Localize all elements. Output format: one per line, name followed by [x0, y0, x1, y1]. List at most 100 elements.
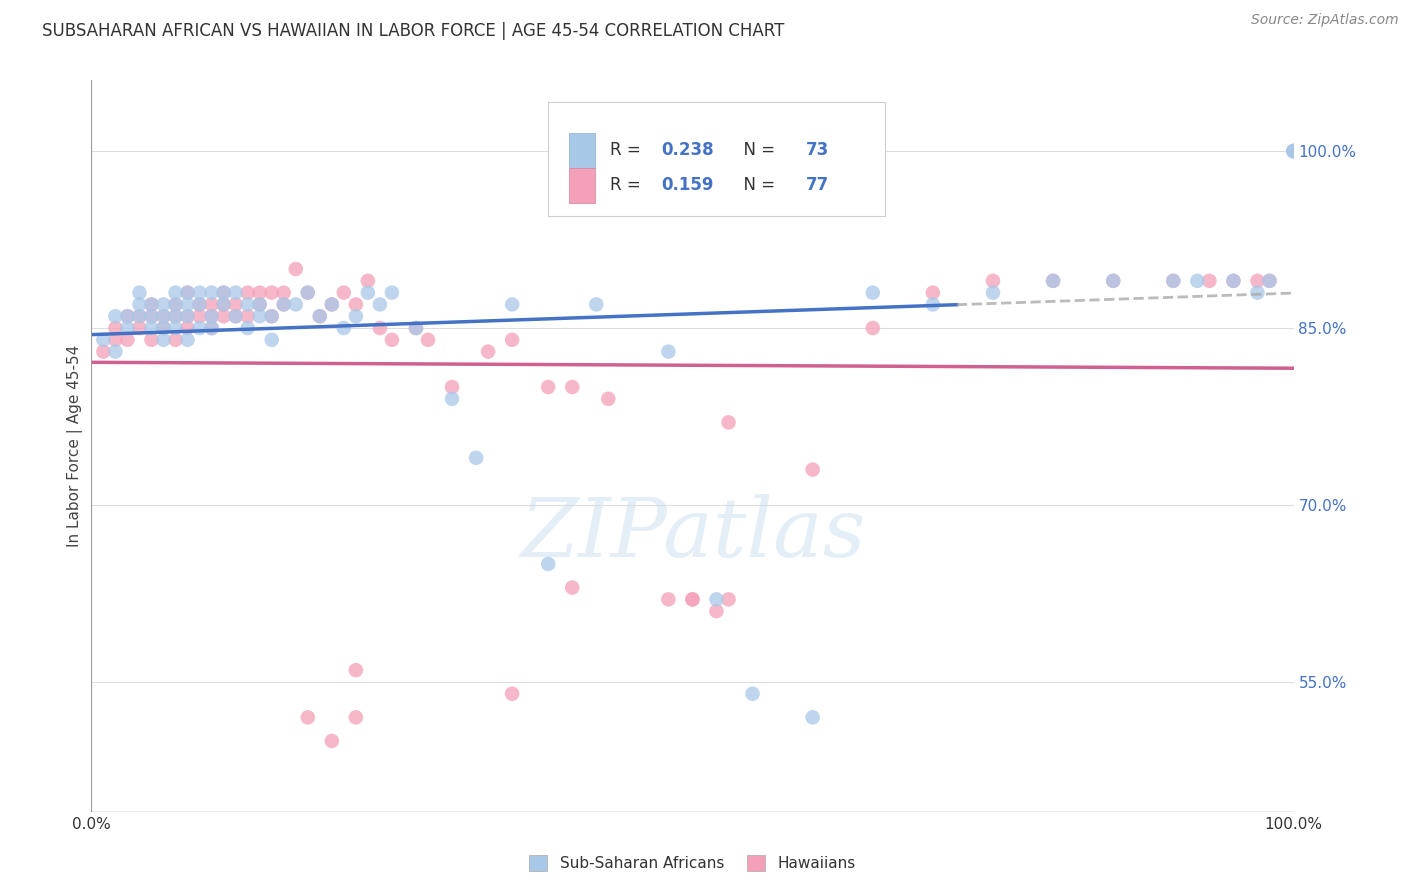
Point — [1222, 274, 1244, 288]
Point — [1282, 144, 1305, 158]
Point — [260, 310, 283, 324]
Point — [104, 310, 127, 324]
Text: ZIPatlas: ZIPatlas — [520, 494, 865, 574]
Text: SUBSAHARAN AFRICAN VS HAWAIIAN IN LABOR FORCE | AGE 45-54 CORRELATION CHART: SUBSAHARAN AFRICAN VS HAWAIIAN IN LABOR … — [42, 22, 785, 40]
Point — [344, 663, 367, 677]
Point — [165, 333, 187, 347]
FancyBboxPatch shape — [568, 168, 595, 203]
Point — [717, 592, 740, 607]
Legend: Sub-Saharan Africans, Hawaiians: Sub-Saharan Africans, Hawaiians — [523, 849, 862, 877]
Point — [284, 297, 307, 311]
Point — [225, 297, 247, 311]
Point — [440, 392, 463, 406]
Point — [706, 604, 728, 618]
Point — [1282, 144, 1305, 158]
Point — [981, 274, 1004, 288]
Point — [344, 710, 367, 724]
Point — [405, 321, 427, 335]
Point — [128, 310, 150, 324]
Point — [561, 380, 583, 394]
Point — [1258, 274, 1281, 288]
Point — [501, 333, 523, 347]
Point — [1161, 274, 1184, 288]
Point — [188, 285, 211, 300]
Point — [225, 310, 247, 324]
Point — [598, 392, 620, 406]
Point — [308, 310, 330, 324]
Y-axis label: In Labor Force | Age 45-54: In Labor Force | Age 45-54 — [67, 345, 83, 547]
FancyBboxPatch shape — [548, 103, 884, 216]
Text: 0.159: 0.159 — [661, 177, 714, 194]
Point — [297, 285, 319, 300]
Text: R =: R = — [610, 177, 645, 194]
Point — [260, 333, 283, 347]
Point — [201, 321, 224, 335]
Point — [128, 321, 150, 335]
Point — [152, 321, 174, 335]
Point — [501, 687, 523, 701]
Point — [201, 297, 224, 311]
Point — [801, 710, 824, 724]
Point — [165, 310, 187, 324]
Point — [381, 333, 404, 347]
Point — [1042, 274, 1064, 288]
Point — [117, 310, 139, 324]
Point — [368, 321, 391, 335]
Point — [188, 310, 211, 324]
Point — [368, 297, 391, 311]
Point — [176, 285, 198, 300]
Point — [321, 734, 343, 748]
Point — [1258, 274, 1281, 288]
Point — [249, 285, 271, 300]
Point — [922, 285, 945, 300]
Point — [104, 321, 127, 335]
Point — [165, 310, 187, 324]
Point — [321, 297, 343, 311]
Point — [165, 285, 187, 300]
Point — [152, 321, 174, 335]
Point — [657, 592, 679, 607]
Point — [236, 321, 259, 335]
Point — [141, 310, 163, 324]
Point — [862, 321, 884, 335]
Point — [501, 297, 523, 311]
Point — [104, 333, 127, 347]
Point — [141, 297, 163, 311]
Point — [249, 297, 271, 311]
Point — [188, 297, 211, 311]
Point — [1246, 274, 1268, 288]
Point — [104, 344, 127, 359]
Point — [141, 333, 163, 347]
Point — [405, 321, 427, 335]
Point — [1282, 144, 1305, 158]
Point — [297, 710, 319, 724]
Point — [922, 297, 945, 311]
Point — [236, 285, 259, 300]
Point — [165, 321, 187, 335]
Text: N =: N = — [734, 142, 780, 160]
Point — [212, 285, 235, 300]
Point — [201, 310, 224, 324]
Point — [141, 310, 163, 324]
Point — [176, 310, 198, 324]
Point — [1282, 144, 1305, 158]
Text: 73: 73 — [806, 142, 828, 160]
Point — [273, 297, 295, 311]
Point — [1102, 274, 1125, 288]
Point — [260, 285, 283, 300]
Point — [862, 285, 884, 300]
Point — [188, 297, 211, 311]
Point — [1282, 144, 1305, 158]
Point — [273, 285, 295, 300]
Point — [152, 297, 174, 311]
Point — [141, 321, 163, 335]
Point — [165, 297, 187, 311]
Point — [308, 310, 330, 324]
Point — [1042, 274, 1064, 288]
Point — [681, 592, 703, 607]
Text: 77: 77 — [806, 177, 828, 194]
Text: N =: N = — [734, 177, 780, 194]
Point — [212, 310, 235, 324]
Point — [128, 297, 150, 311]
Point — [344, 297, 367, 311]
